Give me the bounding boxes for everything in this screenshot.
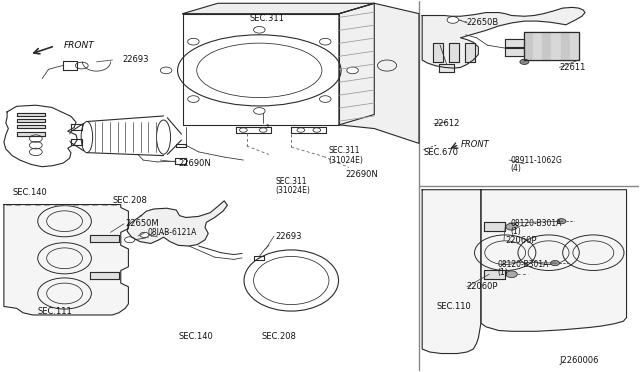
Polygon shape <box>481 190 627 331</box>
Text: J2260006: J2260006 <box>559 356 599 365</box>
Circle shape <box>188 38 199 45</box>
Polygon shape <box>449 43 460 62</box>
Text: 22693: 22693 <box>122 55 148 64</box>
Text: SEC.140: SEC.140 <box>12 188 47 197</box>
Polygon shape <box>90 272 119 279</box>
Text: (31024E): (31024E) <box>275 186 310 195</box>
Text: 1: 1 <box>266 124 269 129</box>
Polygon shape <box>339 3 374 125</box>
Polygon shape <box>533 32 543 60</box>
Circle shape <box>319 96 331 102</box>
Polygon shape <box>422 7 585 68</box>
Circle shape <box>520 59 529 64</box>
Circle shape <box>125 237 135 243</box>
Polygon shape <box>17 113 45 116</box>
Polygon shape <box>17 125 45 128</box>
Polygon shape <box>570 32 579 60</box>
Circle shape <box>557 219 566 224</box>
Text: SEC.208: SEC.208 <box>113 196 147 205</box>
Circle shape <box>347 67 358 74</box>
Polygon shape <box>433 43 444 62</box>
Circle shape <box>161 67 172 74</box>
Text: 08120-B301A: 08120-B301A <box>497 260 549 269</box>
Circle shape <box>550 260 559 266</box>
Polygon shape <box>175 158 186 164</box>
Text: (4): (4) <box>510 164 521 173</box>
Polygon shape <box>127 201 227 246</box>
Text: (31024E): (31024E) <box>328 155 363 164</box>
Polygon shape <box>524 32 579 60</box>
Polygon shape <box>484 222 505 231</box>
Text: (1): (1) <box>510 227 521 237</box>
Circle shape <box>140 232 149 237</box>
Circle shape <box>188 96 199 102</box>
Polygon shape <box>505 48 524 56</box>
Text: SEC.140: SEC.140 <box>178 331 213 341</box>
Text: SEC.670: SEC.670 <box>424 148 458 157</box>
Polygon shape <box>561 32 570 60</box>
Text: SEC.208: SEC.208 <box>261 331 296 341</box>
Polygon shape <box>4 205 129 315</box>
Polygon shape <box>422 190 481 353</box>
Circle shape <box>447 17 459 23</box>
Text: 22650M: 22650M <box>125 219 159 228</box>
Text: FRONT: FRONT <box>461 140 489 149</box>
Polygon shape <box>552 32 561 60</box>
Polygon shape <box>17 119 45 122</box>
Circle shape <box>253 108 265 114</box>
Circle shape <box>319 38 331 45</box>
Text: 22690N: 22690N <box>178 158 211 167</box>
Text: SEC.111: SEC.111 <box>38 307 72 316</box>
Text: 22693: 22693 <box>275 231 302 241</box>
Polygon shape <box>439 64 454 72</box>
Text: 08911-1062G: 08911-1062G <box>510 155 562 164</box>
Polygon shape <box>176 144 186 147</box>
Circle shape <box>253 26 265 33</box>
Polygon shape <box>505 39 524 47</box>
Polygon shape <box>182 3 374 14</box>
Text: 08IAB-6121A: 08IAB-6121A <box>148 228 197 237</box>
Polygon shape <box>90 235 119 242</box>
Polygon shape <box>484 270 505 279</box>
Text: SEC.311: SEC.311 <box>250 14 285 23</box>
Text: 22690N: 22690N <box>346 170 378 179</box>
Circle shape <box>506 224 517 230</box>
Text: FRONT: FRONT <box>63 41 94 51</box>
Text: (1): (1) <box>497 268 508 277</box>
Text: 22650B: 22650B <box>467 19 499 28</box>
Text: 22612: 22612 <box>434 119 460 128</box>
Polygon shape <box>524 32 533 60</box>
Text: SEC.311: SEC.311 <box>275 177 307 186</box>
Polygon shape <box>63 61 77 70</box>
Text: SEC.311: SEC.311 <box>328 146 360 155</box>
Circle shape <box>506 271 517 278</box>
Text: 22611: 22611 <box>559 63 586 72</box>
Text: 22060P: 22060P <box>505 236 537 246</box>
Text: 08120-B301A: 08120-B301A <box>510 219 562 228</box>
Polygon shape <box>254 256 264 260</box>
Polygon shape <box>17 132 45 136</box>
Text: 22060P: 22060P <box>467 282 499 291</box>
Polygon shape <box>543 32 552 60</box>
Polygon shape <box>339 3 419 143</box>
Polygon shape <box>465 43 475 62</box>
Text: SEC.110: SEC.110 <box>436 302 471 311</box>
